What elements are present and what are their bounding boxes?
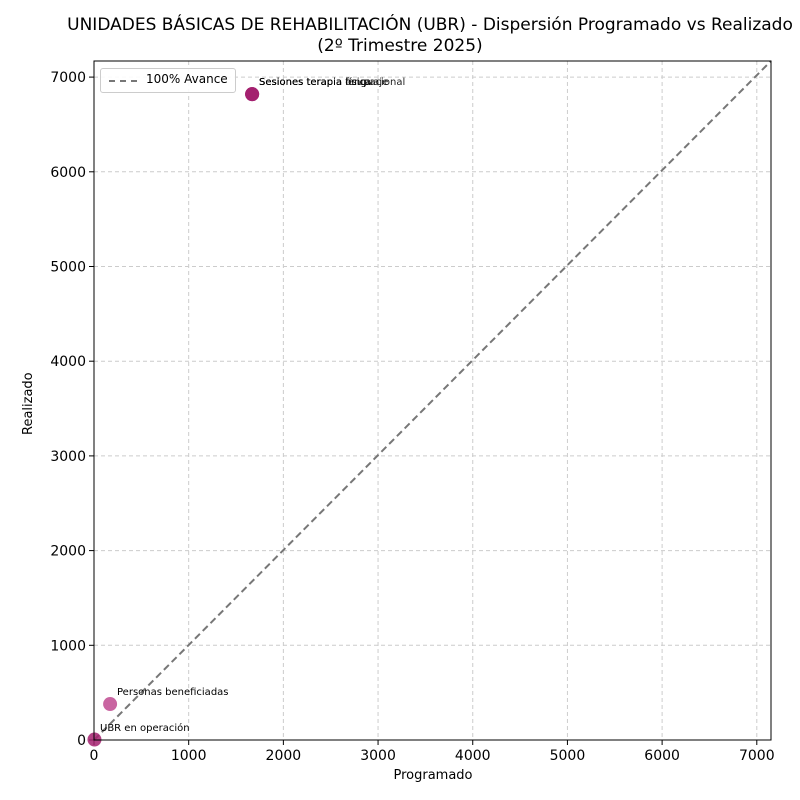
y-tick-label: 6000 xyxy=(50,165,86,181)
x-tick-label: 0 xyxy=(90,748,99,764)
y-tick-label: 3000 xyxy=(50,449,86,465)
annotation-lenguaje: Sesiones terapia lenguaje xyxy=(259,77,389,88)
x-tick-label: 7000 xyxy=(739,748,775,764)
data-point xyxy=(103,697,118,712)
y-tick-label: 2000 xyxy=(50,544,86,560)
x-axis-label: Programado xyxy=(393,768,473,783)
annotation-ubr: UBR en operación xyxy=(100,723,190,734)
x-tick-label: 5000 xyxy=(550,748,586,764)
annotation-personas: Personas beneficiadas xyxy=(117,687,229,698)
chart-title: UNIDADES BÁSICAS DE REHABILITACIÓN (UBR)… xyxy=(67,15,793,35)
y-tick-label: 1000 xyxy=(50,638,86,654)
y-tick-label: 4000 xyxy=(50,354,86,370)
x-tick-label: 3000 xyxy=(360,748,396,764)
x-tick-label: 4000 xyxy=(455,748,491,764)
legend-label: 100% Avance xyxy=(146,72,228,86)
dashed-line-icon xyxy=(109,80,137,82)
reference-line xyxy=(93,60,772,741)
chart-subtitle: (2º Trimestre 2025) xyxy=(317,36,483,56)
y-tick-label: 0 xyxy=(77,733,86,749)
y-tick-label: 7000 xyxy=(50,70,86,86)
x-tick-label: 2000 xyxy=(266,748,302,764)
legend: 100% Avance xyxy=(100,68,236,93)
data-point xyxy=(245,87,260,102)
annotation-ocupacional: Sesiones terapia ocupacional xyxy=(259,77,406,88)
x-tick-label: 6000 xyxy=(644,748,680,764)
annotation-fisica: Sesiones terapia física xyxy=(259,77,372,88)
y-tick-label: 5000 xyxy=(50,259,86,275)
x-tick-label: 1000 xyxy=(171,748,207,764)
y-axis-label: Realizado xyxy=(21,372,36,435)
